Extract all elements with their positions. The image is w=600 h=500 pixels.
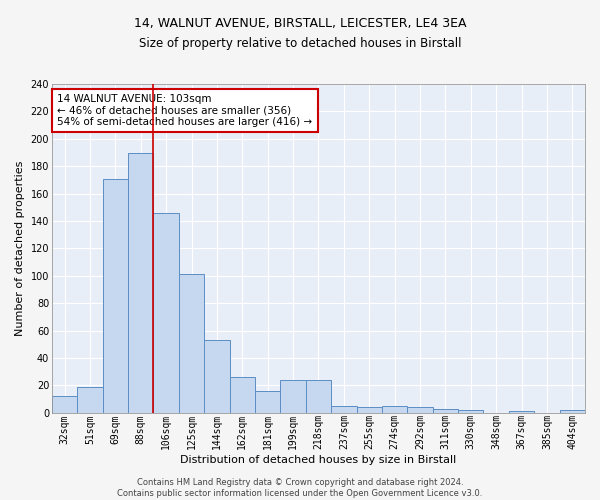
Bar xyxy=(255,391,280,413)
X-axis label: Distribution of detached houses by size in Birstall: Distribution of detached houses by size … xyxy=(181,455,457,465)
Bar xyxy=(356,408,382,413)
Text: Size of property relative to detached houses in Birstall: Size of property relative to detached ho… xyxy=(139,38,461,51)
Bar xyxy=(407,408,433,413)
Bar xyxy=(77,387,103,413)
Bar xyxy=(382,406,407,413)
Bar xyxy=(103,178,128,413)
Bar xyxy=(509,412,534,413)
Bar xyxy=(331,406,356,413)
Bar xyxy=(560,410,585,413)
Text: 14 WALNUT AVENUE: 103sqm
← 46% of detached houses are smaller (356)
54% of semi-: 14 WALNUT AVENUE: 103sqm ← 46% of detach… xyxy=(57,94,313,127)
Bar xyxy=(433,408,458,413)
Bar xyxy=(204,340,230,413)
Bar xyxy=(52,396,77,413)
Bar xyxy=(154,213,179,413)
Bar xyxy=(306,380,331,413)
Bar xyxy=(179,274,204,413)
Bar xyxy=(280,380,306,413)
Text: Contains HM Land Registry data © Crown copyright and database right 2024.
Contai: Contains HM Land Registry data © Crown c… xyxy=(118,478,482,498)
Bar xyxy=(230,377,255,413)
Bar xyxy=(128,152,154,413)
Y-axis label: Number of detached properties: Number of detached properties xyxy=(15,160,25,336)
Bar xyxy=(458,410,484,413)
Text: 14, WALNUT AVENUE, BIRSTALL, LEICESTER, LE4 3EA: 14, WALNUT AVENUE, BIRSTALL, LEICESTER, … xyxy=(134,18,466,30)
